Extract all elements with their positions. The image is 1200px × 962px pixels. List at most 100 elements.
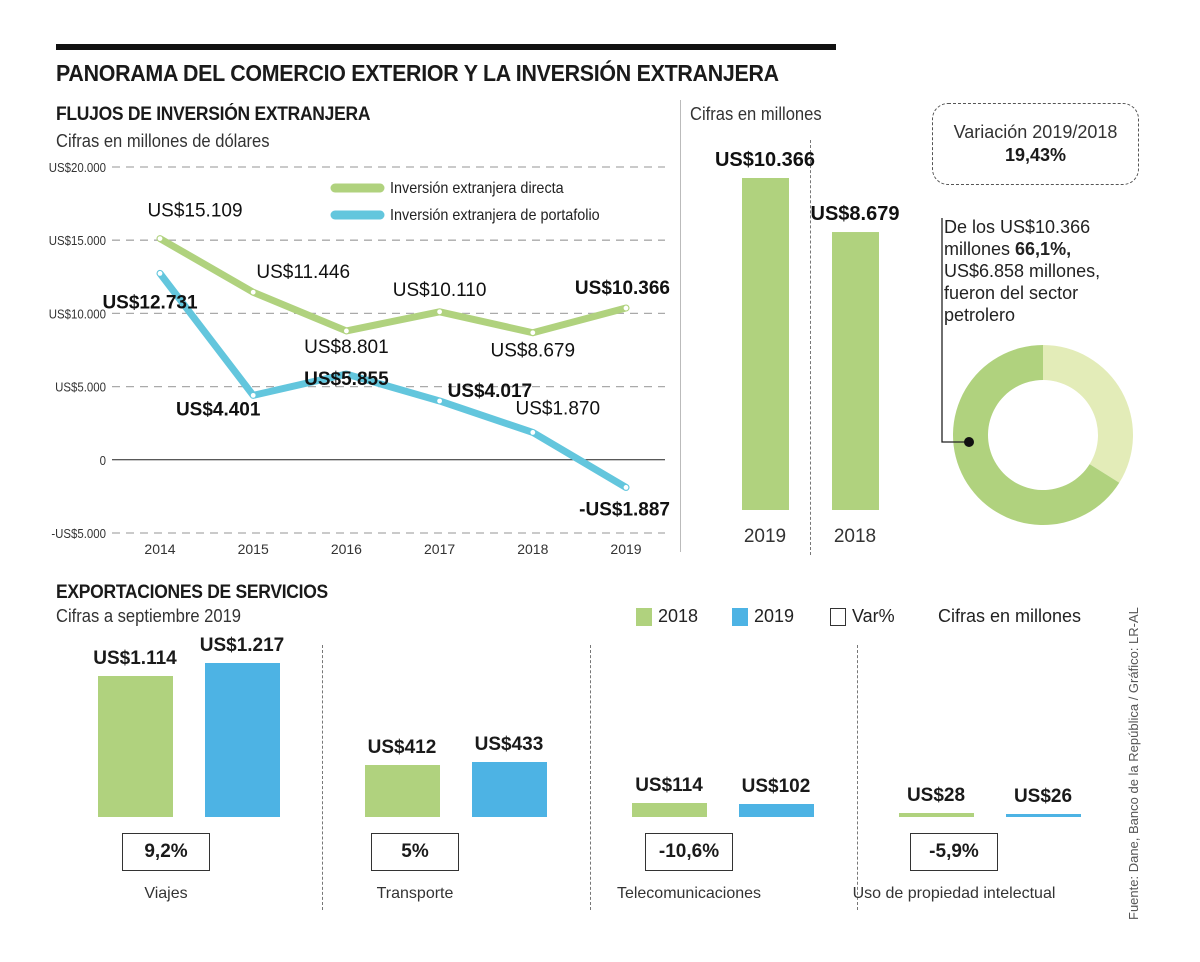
bar-2019 xyxy=(205,663,280,817)
data-point xyxy=(437,398,442,404)
legend-2019: 2019 xyxy=(732,606,794,627)
note-text-pre: De los US$10.366 millones xyxy=(944,217,1091,259)
group-divider xyxy=(590,645,591,910)
donut-slice-petroleum xyxy=(953,345,1120,525)
data-label: US$8.801 xyxy=(304,337,389,358)
section-divider xyxy=(680,100,681,552)
services-subtitle: Cifras a septiembre 2019 xyxy=(56,606,242,626)
bar-value-label: US$433 xyxy=(474,734,544,756)
y-tick-label: US$15.000 xyxy=(49,234,106,249)
y-tick-label: 0 xyxy=(100,453,107,468)
bar-divider xyxy=(810,140,811,555)
legend-swatch-var xyxy=(830,607,846,626)
group-divider xyxy=(857,645,858,910)
data-point xyxy=(530,330,536,336)
data-label: -US$1.887 xyxy=(579,499,670,520)
data-point xyxy=(344,328,349,334)
data-label: US$8.679 xyxy=(491,341,576,362)
petroleum-note: De los US$10.366 millones 66,1%, US$6.85… xyxy=(944,216,1134,326)
data-label: US$4.401 xyxy=(176,399,261,420)
leader-line xyxy=(941,218,966,443)
series-line xyxy=(156,235,630,337)
data-point xyxy=(623,305,629,311)
leader-dot xyxy=(964,437,974,447)
note-text-post: US$6.858 millones, fueron del sector pet… xyxy=(944,261,1101,325)
category-label: Viajes xyxy=(144,885,188,902)
bar-2019 xyxy=(472,762,547,817)
services-title: EXPORTACIONES DE SERVICIOS xyxy=(56,582,328,603)
data-label: US$1.870 xyxy=(516,398,601,419)
legend-swatch-2018 xyxy=(636,607,652,626)
ied-subtitle: Cifras en millones xyxy=(690,104,822,124)
x-tick-label: 2014 xyxy=(144,541,175,557)
ied-bar-chart: US$10.366 2019 US$8.679 2018 xyxy=(715,149,900,547)
data-label: US$10.110 xyxy=(393,280,487,301)
units-note: Cifras en millones xyxy=(938,606,1081,627)
data-point xyxy=(530,430,536,435)
legend-label-2018: 2018 xyxy=(658,606,699,626)
x-tick-label: 2015 xyxy=(238,541,269,557)
bar-value-label: US$1.114 xyxy=(93,648,177,670)
category-label: Uso de propiedad intelectual xyxy=(852,885,1056,902)
legend-label: Inversión extranjera de portafolio xyxy=(390,206,600,224)
legend-label-var: Var% xyxy=(852,606,895,626)
x-tick-label: 2018 xyxy=(517,541,548,557)
data-point xyxy=(623,485,629,490)
bar-value-label: US$28 xyxy=(906,785,966,807)
bar-2018 xyxy=(632,802,707,817)
var-pct-box: 5% xyxy=(371,833,459,871)
data-label: US$4.017 xyxy=(448,381,533,402)
donut-chart xyxy=(941,218,1133,525)
x-tick-label: 2017 xyxy=(424,541,455,557)
bar-2018 xyxy=(899,813,974,817)
variation-label: Variación 2019/2018 xyxy=(953,122,1118,142)
line-chart: -US$5.000 0 US$5.000 US$10.000 US$15.000 US$2… xyxy=(49,160,670,557)
y-tick-label: US$10.000 xyxy=(49,307,106,322)
y-tick-label: US$5.000 xyxy=(55,380,106,395)
y-tick-label: US$20.000 xyxy=(49,160,106,175)
data-label: US$12.731 xyxy=(102,292,198,313)
bar-2019 xyxy=(1006,813,1081,817)
donut-slice-other xyxy=(1043,345,1133,483)
data-point xyxy=(250,289,256,295)
bar-2018 xyxy=(98,676,173,817)
group-divider xyxy=(322,645,323,910)
legend-2018: 2018 xyxy=(636,606,698,627)
series-line xyxy=(156,269,630,491)
data-label: US$15.109 xyxy=(147,201,242,222)
var-pct-box: -5,9% xyxy=(910,833,998,871)
data-label: US$10.366 xyxy=(575,278,670,299)
bar-2018 xyxy=(365,764,440,817)
bar-value-label: US$1.217 xyxy=(199,635,285,656)
ied-bar-label: US$8.679 xyxy=(811,203,900,225)
data-label: US$5.855 xyxy=(304,369,389,390)
top-rule xyxy=(56,44,836,50)
ied-year-label: 2019 xyxy=(744,526,786,547)
legend-swatch-2019 xyxy=(732,607,748,626)
variation-box: Variación 2019/2018 19,43% xyxy=(932,103,1139,185)
units-note-text: Cifras en millones xyxy=(938,606,1082,626)
ied-bar-label: US$10.366 xyxy=(715,149,815,171)
data-point xyxy=(437,309,442,315)
variation-value: 19,43% xyxy=(1004,145,1067,165)
ied-year-label: 2018 xyxy=(834,526,876,547)
flows-title: FLUJOS DE INVERSIÓN EXTRANJERA xyxy=(56,104,371,125)
data-point xyxy=(250,392,256,398)
ied-bar xyxy=(832,232,879,510)
legend-label: Inversión extranjera directa xyxy=(390,179,564,197)
ied-bar xyxy=(742,178,789,510)
var-pct-box: -10,6% xyxy=(645,833,733,871)
data-point xyxy=(157,236,163,242)
page-title: PANORAMA DEL COMERCIO EXTERIOR Y LA INVE… xyxy=(56,60,779,86)
note-text-bold: 66,1%, xyxy=(1015,239,1072,259)
bar-value-label: US$114 xyxy=(635,774,703,796)
legend-label-2019: 2019 xyxy=(754,606,795,626)
data-label: US$11.446 xyxy=(256,262,350,283)
flows-subtitle: Cifras en millones de dólares xyxy=(56,131,270,151)
bar-value-label: US$26 xyxy=(1013,785,1073,807)
x-tick-label: 2016 xyxy=(331,541,362,557)
bar-value-label: US$102 xyxy=(741,776,811,798)
x-tick-label: 2019 xyxy=(610,541,641,557)
bar-value-label: US$412 xyxy=(367,736,437,758)
category-label: Transporte xyxy=(376,885,454,902)
